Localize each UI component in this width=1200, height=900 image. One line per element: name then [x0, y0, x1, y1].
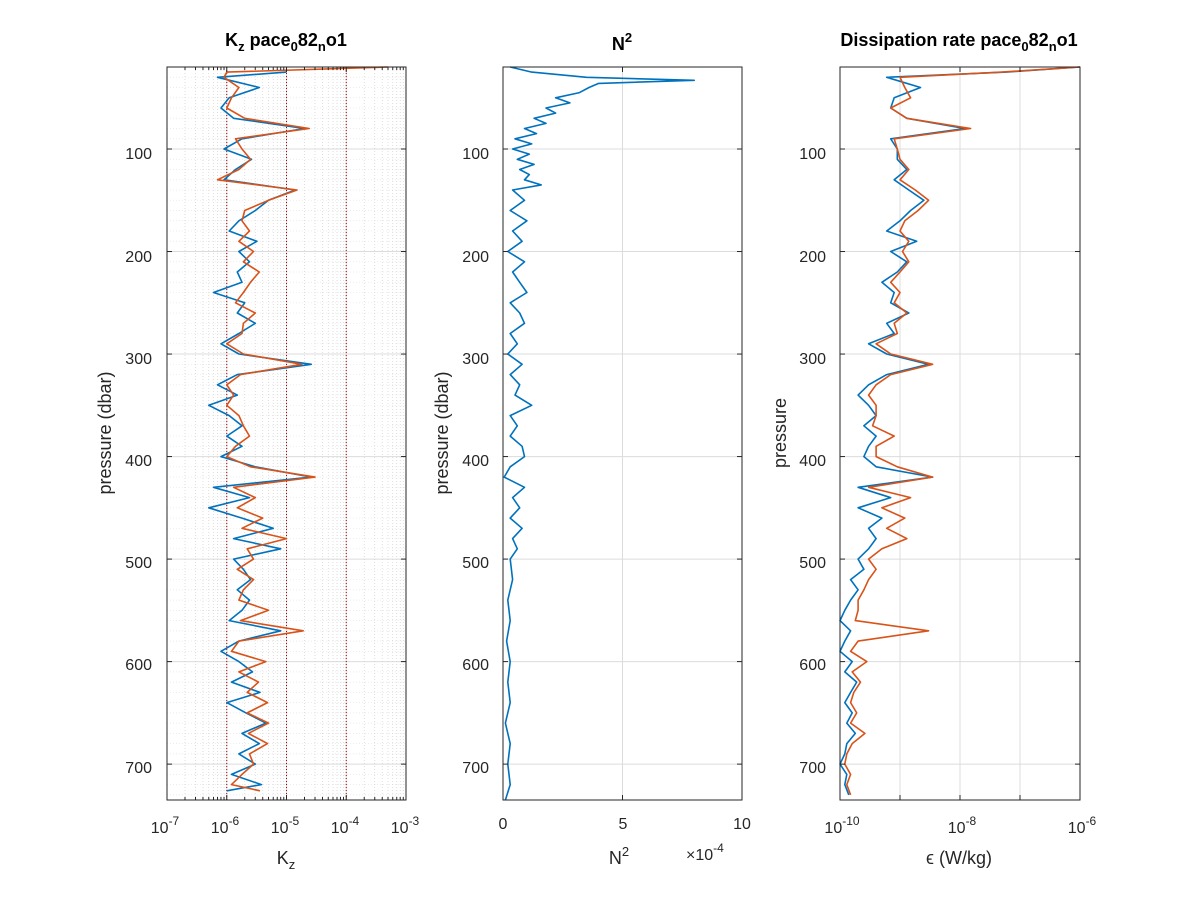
y-tick-labels: 100 200 300 400 500 600 700 — [125, 146, 152, 777]
y-tick-label: 600 — [462, 657, 489, 674]
tick-base: 10 — [331, 820, 349, 837]
y-axis-label: pressure — [770, 398, 790, 468]
x-axis-label: ϵ (W/kg) — [926, 848, 992, 868]
x-tick-label: 5 — [619, 816, 628, 833]
y-tick-label: 600 — [125, 657, 152, 674]
tick-marks — [839, 67, 1081, 800]
tick-exp: -10 — [842, 814, 860, 828]
y-tick-label: 300 — [125, 351, 152, 368]
exponent-label: ×10-4 — [686, 841, 724, 864]
y-tick-label: 200 — [462, 249, 489, 266]
series-line-2 — [843, 66, 1081, 796]
xlabel-sub-z: z — [289, 857, 296, 872]
series-line-2 — [216, 66, 389, 792]
y-axis-label: pressure (dbar) — [95, 371, 115, 494]
tick-marks — [502, 67, 743, 800]
x-axis-label: Kz — [277, 848, 296, 872]
y-tick-labels: 100 200 300 400 500 600 700 — [799, 146, 826, 777]
y-tick-label: 400 — [462, 453, 489, 470]
title-sub-0: 0 — [291, 39, 298, 54]
series-line-1 — [839, 66, 1081, 796]
series-lines — [208, 66, 389, 792]
y-tick-label: 500 — [125, 555, 152, 572]
reference-lines — [226, 67, 347, 800]
series-lines — [839, 66, 1081, 796]
chart-title: Kz pace082no1 — [225, 30, 347, 54]
panel-dissipation: Dissipation rate pace082no1 100 200 300 … — [770, 30, 1097, 868]
tick-base: 10 — [271, 820, 289, 837]
tick-exp: -4 — [349, 814, 360, 828]
y-axis-label: pressure (dbar) — [432, 371, 452, 494]
chart-title: N2 — [612, 30, 632, 54]
panel-n2: N2 100 200 300 400 500 600 700 0 5 10 ×1… — [432, 30, 751, 868]
y-tick-label: 400 — [125, 453, 152, 470]
y-tick-label: 700 — [125, 760, 152, 777]
tick-exp: -5 — [289, 814, 300, 828]
x-tick-label: 10-5 — [271, 814, 300, 837]
title-82: 82 — [1029, 30, 1049, 50]
y-tick-label: 100 — [462, 146, 489, 163]
x-tick-label: 0 — [499, 816, 508, 833]
y-tick-label: 200 — [125, 249, 152, 266]
y-tick-label: 500 — [799, 555, 826, 572]
xlabel-k: K — [277, 848, 289, 868]
x-tick-label: 10-6 — [211, 814, 240, 837]
series-line-1 — [503, 66, 696, 801]
tick-exp: -6 — [1086, 814, 1097, 828]
exponent-prefix: ×10 — [686, 847, 713, 864]
title-sub-z: z — [238, 39, 245, 54]
series-lines — [503, 66, 696, 801]
title-o1: o1 — [1057, 30, 1078, 50]
tick-exp: -3 — [409, 814, 420, 828]
tick-exp: -8 — [966, 814, 977, 828]
x-tick-labels: 10-7 10-6 10-5 10-4 10-3 — [151, 814, 420, 837]
x-tick-label: 10-7 — [151, 814, 180, 837]
title-main: Dissipation rate pace — [840, 30, 1021, 50]
title-k: K — [225, 30, 238, 50]
title-sub-n: n — [318, 39, 326, 54]
tick-exp: -7 — [169, 814, 180, 828]
tick-base: 10 — [391, 820, 409, 837]
x-tick-label: 10 — [733, 816, 751, 833]
y-tick-label: 100 — [799, 146, 826, 163]
x-tick-label: 10-10 — [824, 814, 859, 837]
title-exp-2: 2 — [625, 30, 632, 45]
x-tick-label: 10-3 — [391, 814, 420, 837]
x-tick-label: 10-4 — [331, 814, 360, 837]
y-tick-label: 100 — [125, 146, 152, 163]
panel-kz: Kz pace082no1 100 200 300 400 500 600 70… — [95, 30, 420, 872]
exponent-power: -4 — [713, 841, 724, 855]
tick-base: 10 — [211, 820, 229, 837]
y-tick-label: 700 — [462, 760, 489, 777]
x-tick-labels: 0 5 10 — [499, 816, 751, 833]
x-tick-label: 10-6 — [1068, 814, 1097, 837]
y-tick-label: 500 — [462, 555, 489, 572]
title-n: N — [612, 34, 625, 54]
title-pace: pace — [245, 30, 291, 50]
tick-base: 10 — [948, 820, 966, 837]
title-sub-n: n — [1049, 39, 1057, 54]
tick-base: 10 — [151, 820, 169, 837]
chart-title: Dissipation rate pace082no1 — [840, 30, 1077, 54]
xlabel-n: N — [609, 848, 622, 868]
y-tick-label: 300 — [799, 351, 826, 368]
y-tick-label: 400 — [799, 453, 826, 470]
tick-exp: -6 — [229, 814, 240, 828]
title-sub-0: 0 — [1021, 39, 1028, 54]
y-tick-labels: 100 200 300 400 500 600 700 — [462, 146, 489, 777]
x-axis-label: N2 — [609, 844, 629, 868]
y-tick-label: 700 — [799, 760, 826, 777]
title-82: 82 — [298, 30, 318, 50]
tick-base: 10 — [1068, 820, 1086, 837]
title-o1: o1 — [326, 30, 347, 50]
x-tick-labels: 10-10 10-8 10-6 — [824, 814, 1096, 837]
tick-base: 10 — [824, 820, 842, 837]
x-tick-label: 10-8 — [948, 814, 977, 837]
y-tick-label: 600 — [799, 657, 826, 674]
y-tick-label: 300 — [462, 351, 489, 368]
tick-marks — [166, 67, 407, 800]
y-tick-label: 200 — [799, 249, 826, 266]
xlabel-exp-2: 2 — [622, 844, 629, 859]
